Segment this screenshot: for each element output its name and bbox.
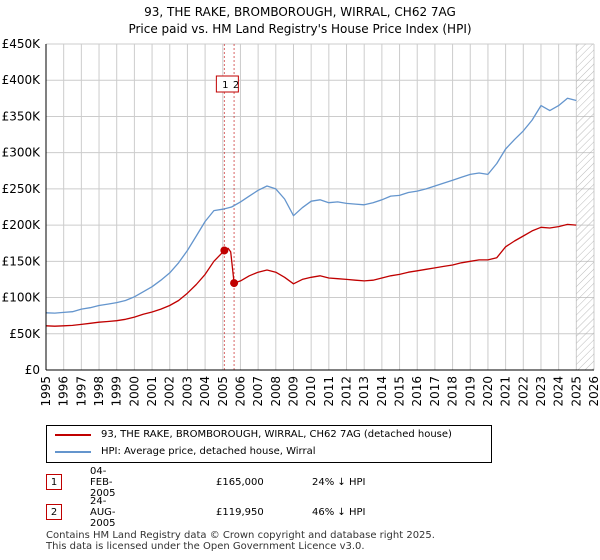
y-tick-label: £50K bbox=[9, 327, 41, 341]
x-tick-label: 2020 bbox=[481, 376, 495, 407]
transaction-price: £165,000 bbox=[216, 476, 264, 488]
legend-item-hpi: HPI: Average price, detached house, Wirr… bbox=[55, 446, 316, 457]
y-tick-label: £400K bbox=[2, 73, 42, 87]
x-tick-label: 2025 bbox=[569, 376, 583, 407]
legend-swatch-hpi bbox=[55, 450, 91, 453]
x-tick-label: 2016 bbox=[410, 376, 424, 407]
chart-subtitle: Price paid vs. HM Land Registry's House … bbox=[128, 22, 472, 36]
x-tick-label: 2021 bbox=[499, 376, 513, 407]
legend-item-property: 93, THE RAKE, BROMBOROUGH, WIRRAL, CH62 … bbox=[55, 429, 452, 440]
x-tick-label: 2014 bbox=[375, 376, 389, 407]
transaction-date: 24-AUG-2005 bbox=[90, 495, 116, 529]
x-tick-label: 2012 bbox=[340, 376, 354, 407]
x-tick-label: 2024 bbox=[552, 376, 566, 407]
transaction-row: 2 24-AUG-2005 £119,950 46% ↓ HPI bbox=[46, 496, 365, 529]
x-tick-label: 2013 bbox=[357, 376, 371, 407]
x-tick-label: 2006 bbox=[233, 376, 247, 407]
x-tick-label: 2023 bbox=[534, 376, 548, 407]
plot-area bbox=[46, 44, 594, 370]
sale-point bbox=[230, 279, 239, 288]
y-tick-label: £250K bbox=[2, 182, 42, 196]
chart-title: 93, THE RAKE, BROMBOROUGH, WIRRAL, CH62 … bbox=[144, 5, 456, 19]
transaction-row: 1 04-FEB-2005 £165,000 24% ↓ HPI bbox=[46, 466, 365, 499]
x-tick-label: 1999 bbox=[110, 376, 124, 407]
x-tick-label: 2008 bbox=[269, 376, 283, 407]
sale-label-box bbox=[215, 75, 239, 93]
footer-licence: This data is licensed under the Open Gov… bbox=[46, 541, 365, 552]
y-tick-label: £0 bbox=[25, 363, 40, 377]
x-tick-label: 2007 bbox=[251, 376, 265, 407]
transaction-number-badge: 1 bbox=[46, 474, 62, 490]
x-tick-label: 2011 bbox=[322, 376, 336, 407]
x-tick-label: 2000 bbox=[127, 376, 141, 407]
footer-copyright: Contains HM Land Registry data © Crown c… bbox=[46, 530, 435, 541]
x-tick-label: 2005 bbox=[216, 376, 230, 407]
transaction-date: 04-FEB-2005 bbox=[90, 465, 116, 499]
x-tick-label: 1996 bbox=[57, 376, 71, 407]
x-tick-label: 2004 bbox=[198, 376, 212, 407]
series-line bbox=[45, 97, 577, 314]
y-tick-label: £150K bbox=[2, 254, 42, 268]
chart-title-block: 93, THE RAKE, BROMBOROUGH, WIRRAL, CH62 … bbox=[0, 4, 600, 38]
x-tick-label: 1995 bbox=[39, 376, 53, 407]
footer: Contains HM Land Registry data © Crown c… bbox=[46, 530, 435, 552]
x-tick-label: 1998 bbox=[92, 376, 106, 407]
x-tick-label: 2017 bbox=[428, 376, 442, 407]
x-tick-label: 2009 bbox=[286, 376, 300, 407]
x-tick-label: 2015 bbox=[393, 376, 407, 407]
x-tick-label: 2010 bbox=[304, 376, 318, 407]
sale-point bbox=[220, 246, 229, 255]
transaction-hpi-diff: 24% ↓ HPI bbox=[312, 476, 366, 488]
legend-label-property: 93, THE RAKE, BROMBOROUGH, WIRRAL, CH62 … bbox=[101, 429, 452, 440]
transaction-number-badge: 2 bbox=[46, 504, 62, 520]
legend-label-hpi: HPI: Average price, detached house, Wirr… bbox=[101, 446, 316, 457]
x-tick-label: 2002 bbox=[163, 376, 177, 407]
x-tick-label: 2018 bbox=[446, 376, 460, 407]
sale-label: 2 bbox=[233, 80, 239, 91]
y-tick-label: £300K bbox=[2, 146, 42, 160]
series-line bbox=[45, 223, 577, 327]
x-tick-label: 2022 bbox=[516, 376, 530, 407]
transaction-price: £119,950 bbox=[216, 506, 264, 518]
transaction-hpi-diff: 46% ↓ HPI bbox=[312, 506, 366, 518]
chart-legend: 93, THE RAKE, BROMBOROUGH, WIRRAL, CH62 … bbox=[46, 425, 492, 463]
y-tick-label: £200K bbox=[2, 218, 42, 232]
x-tick-label: 1997 bbox=[74, 376, 88, 407]
y-tick-label: £350K bbox=[2, 109, 42, 123]
x-tick-label: 2001 bbox=[145, 376, 159, 407]
y-tick-label: £100K bbox=[2, 291, 42, 305]
x-tick-label: 2019 bbox=[463, 376, 477, 407]
legend-swatch-property bbox=[55, 433, 91, 436]
x-tick-label: 2026 bbox=[587, 376, 600, 407]
x-tick-label: 2003 bbox=[180, 376, 194, 407]
sale-label: 1 bbox=[222, 80, 228, 91]
y-tick-label: £450K bbox=[2, 37, 42, 51]
forecast-region bbox=[576, 44, 594, 370]
